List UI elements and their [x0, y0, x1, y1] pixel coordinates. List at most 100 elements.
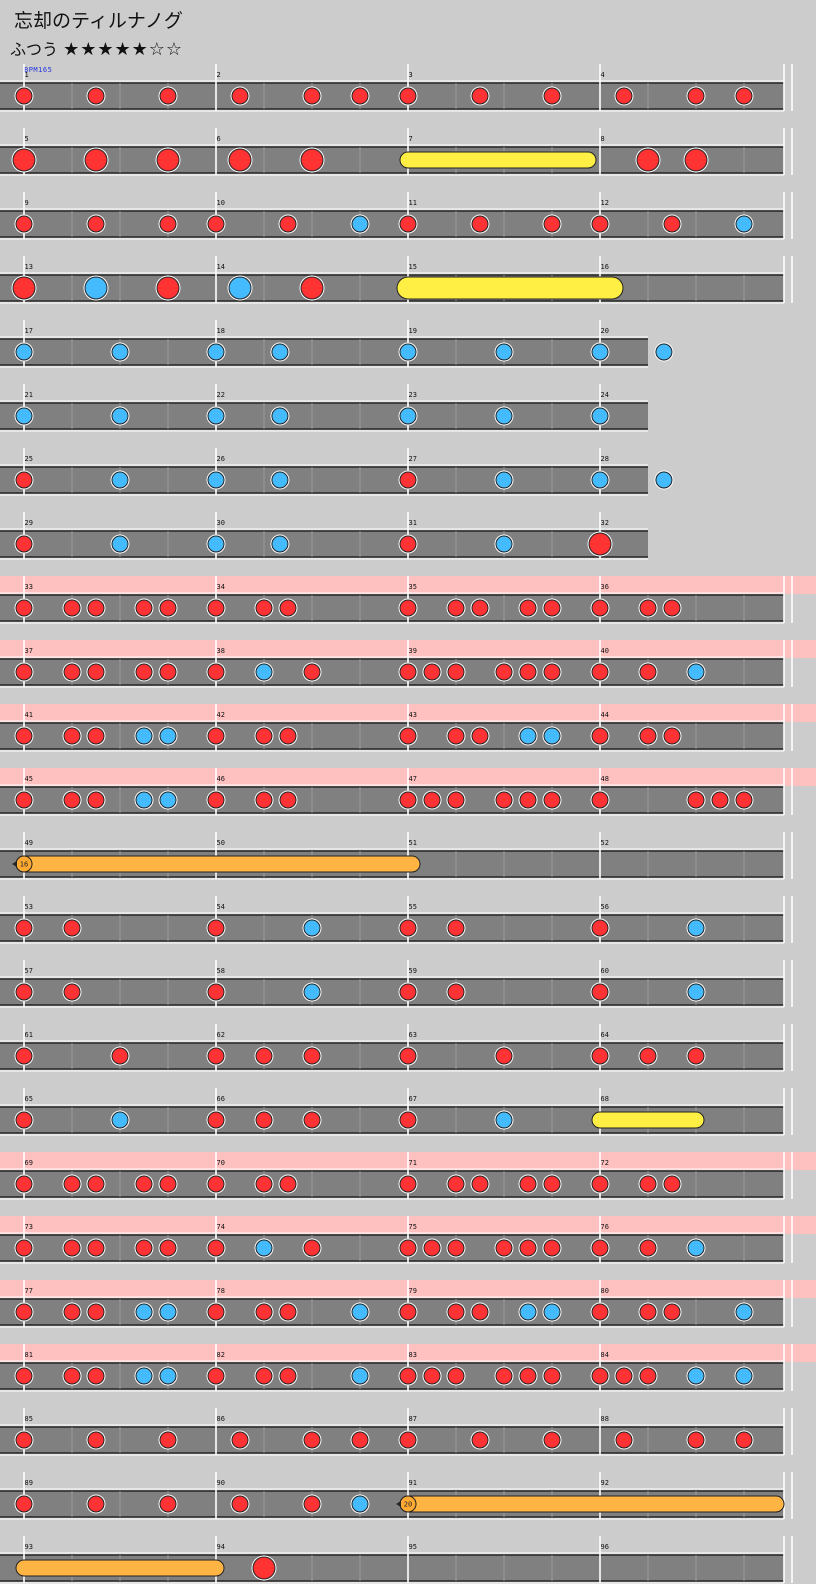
chart-row: 5 6 7 8 — [0, 128, 793, 176]
don-note — [591, 663, 609, 681]
don-note — [399, 1367, 417, 1385]
ka-note — [687, 663, 705, 681]
ka-note — [543, 1303, 561, 1321]
don-note — [663, 727, 681, 745]
don-note — [15, 663, 33, 681]
difficulty-stars: ★★★★★☆☆ — [63, 39, 184, 60]
don-note — [447, 1239, 465, 1257]
don-note — [279, 1303, 297, 1321]
measure-number: 10 — [217, 199, 225, 207]
chart-row: 53 54 55 56 — [0, 896, 793, 944]
measure-number: 54 — [217, 903, 225, 911]
don-note — [15, 1367, 33, 1385]
don-note — [639, 1367, 657, 1385]
don-note — [423, 1367, 441, 1385]
ka-note — [159, 791, 177, 809]
measure-number: 48 — [601, 775, 609, 783]
drumroll — [591, 1111, 705, 1129]
big-don-note — [636, 148, 660, 172]
ka-note — [135, 1367, 153, 1385]
measure-number: 42 — [217, 711, 225, 719]
ka-note — [271, 535, 289, 553]
measure-number: 38 — [217, 647, 225, 655]
chart-row: 33 34 35 36 — [0, 576, 816, 624]
lane — [0, 211, 784, 237]
measure-number: 88 — [601, 1415, 609, 1423]
don-note — [63, 1367, 81, 1385]
don-note — [519, 663, 537, 681]
ka-note — [519, 727, 537, 745]
don-note — [255, 1303, 273, 1321]
don-note — [87, 1239, 105, 1257]
big-don-note — [252, 1556, 276, 1580]
don-note — [687, 87, 705, 105]
don-note — [399, 1431, 417, 1449]
don-note — [543, 1367, 561, 1385]
ka-note — [495, 471, 513, 489]
measure-number: 71 — [409, 1159, 417, 1167]
measure-number: 6 — [217, 135, 221, 143]
don-note — [639, 599, 657, 617]
big-don-note — [84, 148, 108, 172]
don-note — [543, 87, 561, 105]
measure-number: 1 — [25, 71, 29, 79]
don-note — [87, 727, 105, 745]
don-note — [735, 791, 753, 809]
don-note — [279, 1175, 297, 1193]
measure-number: 30 — [217, 519, 225, 527]
don-note — [687, 791, 705, 809]
don-note — [519, 599, 537, 617]
lane — [0, 1427, 784, 1453]
don-note — [495, 1239, 513, 1257]
don-note — [543, 663, 561, 681]
don-note — [135, 663, 153, 681]
measure-number: 34 — [217, 583, 225, 591]
don-note — [399, 87, 417, 105]
don-note — [663, 1303, 681, 1321]
don-note — [543, 1239, 561, 1257]
ka-note — [735, 1303, 753, 1321]
don-note — [591, 1047, 609, 1065]
measure-number: 64 — [601, 1031, 609, 1039]
don-note — [687, 1431, 705, 1449]
balloon-tail — [396, 1501, 401, 1507]
don-note — [15, 983, 33, 1001]
measure-number: 74 — [217, 1223, 225, 1231]
measure-number: 51 — [409, 839, 417, 847]
lane — [0, 787, 784, 813]
ka-note — [207, 343, 225, 361]
big-don-note — [156, 148, 180, 172]
measure-number: 72 — [601, 1159, 609, 1167]
lane — [0, 1363, 784, 1389]
don-note — [255, 1175, 273, 1193]
measure-number: 65 — [25, 1095, 33, 1103]
don-note — [255, 599, 273, 617]
measure-number: 68 — [601, 1095, 609, 1103]
ka-note — [207, 407, 225, 425]
ka-note — [495, 343, 513, 361]
lane — [0, 339, 648, 365]
measure-number: 90 — [217, 1479, 225, 1487]
don-note — [135, 1239, 153, 1257]
don-note — [87, 1367, 105, 1385]
don-note — [279, 791, 297, 809]
measure-number: 39 — [409, 647, 417, 655]
don-note — [543, 1175, 561, 1193]
don-note — [447, 727, 465, 745]
measure-number: 18 — [217, 327, 225, 335]
measure-number: 37 — [25, 647, 33, 655]
ka-note — [519, 1303, 537, 1321]
don-note — [207, 1111, 225, 1129]
measure-number: 31 — [409, 519, 417, 527]
don-note — [15, 215, 33, 233]
don-note — [87, 1175, 105, 1193]
don-note — [87, 1495, 105, 1513]
lane — [0, 147, 784, 173]
ka-note — [543, 727, 561, 745]
ka-note — [255, 1239, 273, 1257]
measure-number: 4 — [601, 71, 605, 79]
don-note — [639, 727, 657, 745]
ka-note — [159, 1303, 177, 1321]
ka-note — [495, 535, 513, 553]
lane — [0, 467, 648, 493]
